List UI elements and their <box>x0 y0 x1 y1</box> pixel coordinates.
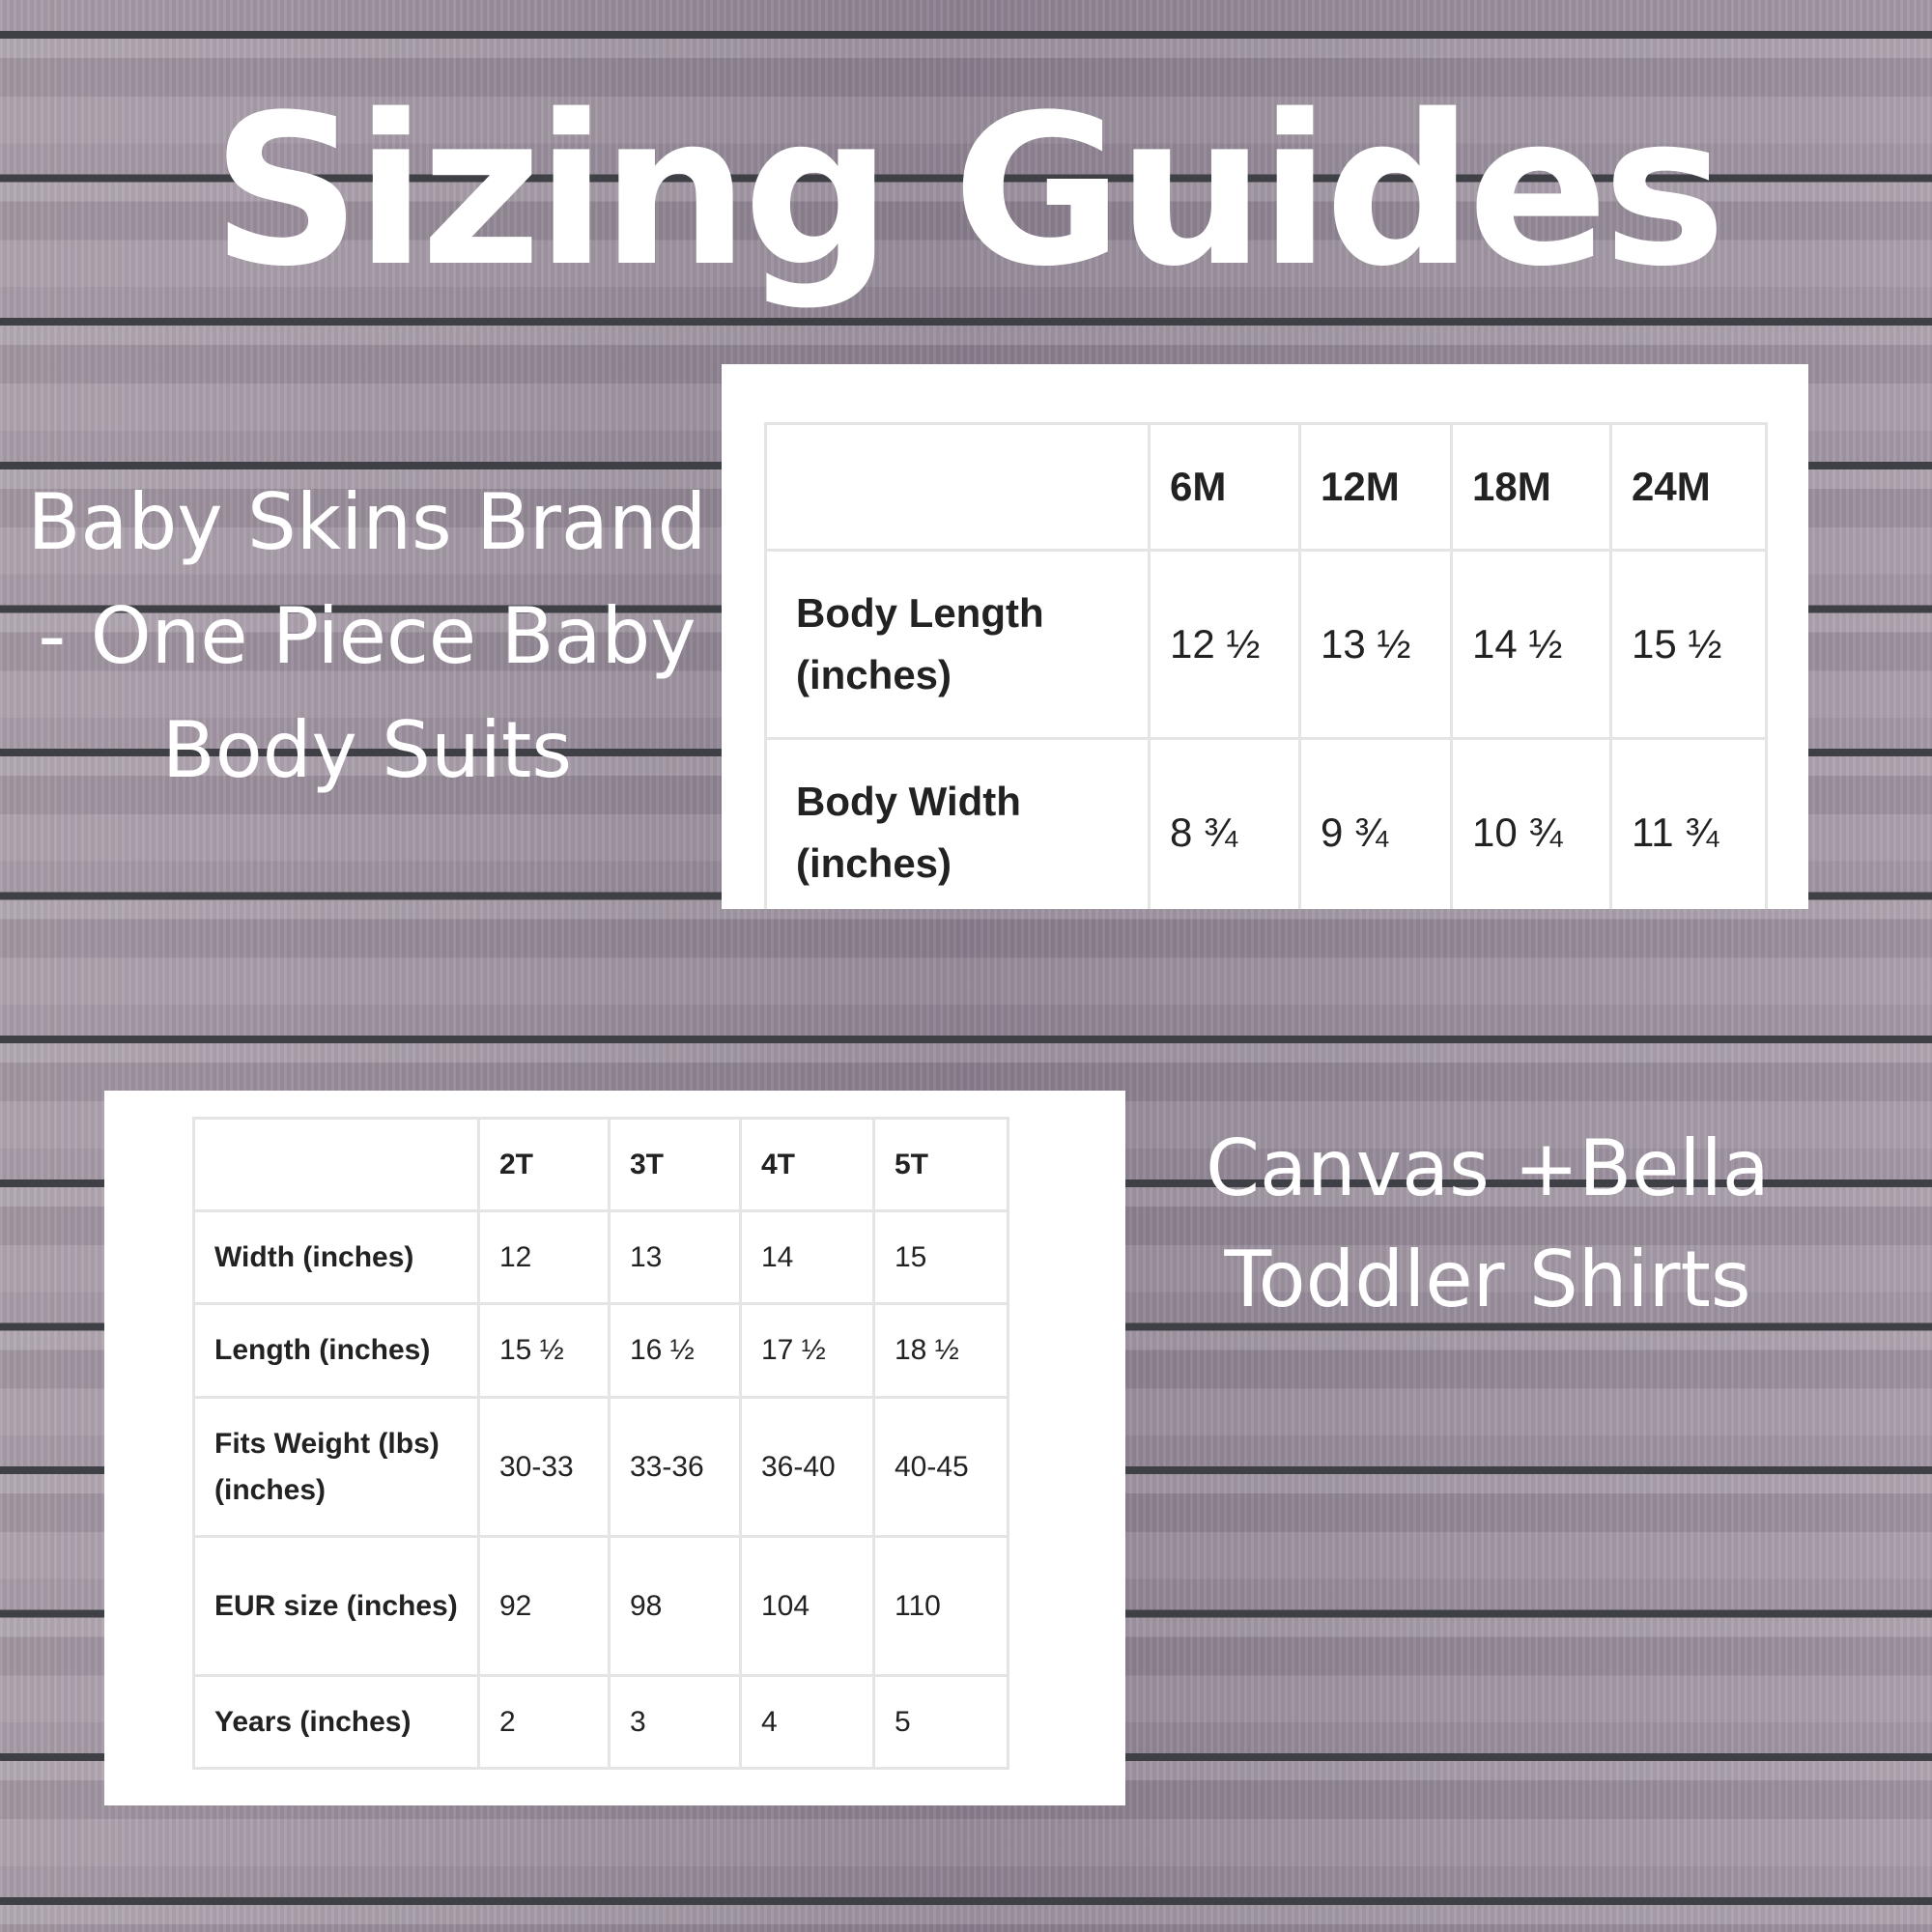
row-label: Length (inches) <box>192 1302 480 1399</box>
row-label: Body Length (inches) <box>764 549 1151 740</box>
table-cell: 30-33 <box>477 1396 611 1538</box>
table-cell: 2 <box>477 1674 611 1770</box>
table-cell: 11 ¾ <box>1609 737 1768 909</box>
table-header-row: 6M 12M 18M 24M <box>764 422 1768 552</box>
toddler-size-table: 2T 3T 4T 5T Width (inches) 12 13 14 15 L… <box>192 1117 1009 1770</box>
table-cell: 14 <box>739 1209 875 1305</box>
page-title: Sizing Guides <box>211 70 1726 312</box>
column-header <box>192 1117 480 1212</box>
table-cell: 92 <box>477 1535 611 1677</box>
table-cell: 110 <box>872 1535 1009 1677</box>
row-label: EUR size (inches) <box>192 1535 480 1677</box>
table-cell: 8 ¾ <box>1148 737 1301 909</box>
column-header: 24M <box>1609 422 1768 552</box>
table-cell: 10 ¾ <box>1450 737 1612 909</box>
table-cell: 4 <box>739 1674 875 1770</box>
table-cell: 17 ½ <box>739 1302 875 1399</box>
column-header: 2T <box>477 1117 611 1212</box>
row-label: Width (inches) <box>192 1209 480 1305</box>
column-header: 3T <box>608 1117 742 1212</box>
table-row: Body Length (inches) 12 ½ 13 ½ 14 ½ 15 ½ <box>764 549 1768 740</box>
table-cell: 3 <box>608 1674 742 1770</box>
table-row: Years (inches) 2 3 4 5 <box>192 1674 1009 1770</box>
baby-section-caption: Baby Skins Brand - One Piece Baby Body S… <box>27 477 707 795</box>
table-cell: 15 ½ <box>477 1302 611 1399</box>
table-cell: 9 ¾ <box>1298 737 1453 909</box>
table-cell: 5 <box>872 1674 1009 1770</box>
column-header: 5T <box>872 1117 1009 1212</box>
table-cell: 15 <box>872 1209 1009 1305</box>
table-cell: 12 <box>477 1209 611 1305</box>
table-cell: 40-45 <box>872 1396 1009 1538</box>
table-cell: 13 ½ <box>1298 549 1453 740</box>
table-cell: 36-40 <box>739 1396 875 1538</box>
baby-size-chart-panel: 6M 12M 18M 24M Body Length (inches) 12 ½… <box>722 364 1808 909</box>
table-cell: 18 ½ <box>872 1302 1009 1399</box>
row-label: Fits Weight (lbs) (inches) <box>192 1396 480 1538</box>
row-label: Years (inches) <box>192 1674 480 1770</box>
table-cell: 15 ½ <box>1609 549 1768 740</box>
column-header: 4T <box>739 1117 875 1212</box>
table-row: EUR size (inches) 92 98 104 110 <box>192 1535 1009 1677</box>
column-header: 12M <box>1298 422 1453 552</box>
table-row: Length (inches) 15 ½ 16 ½ 17 ½ 18 ½ <box>192 1302 1009 1399</box>
table-cell: 33-36 <box>608 1396 742 1538</box>
toddler-section-caption: Canvas +Bella Toddler Shirts <box>1206 1123 1770 1324</box>
row-label: Body Width (inches) <box>764 737 1151 909</box>
table-cell: 14 ½ <box>1450 549 1612 740</box>
table-row: Body Width (inches) 8 ¾ 9 ¾ 10 ¾ 11 ¾ <box>764 737 1768 909</box>
column-header: 6M <box>1148 422 1301 552</box>
table-cell: 12 ½ <box>1148 549 1301 740</box>
table-cell: 98 <box>608 1535 742 1677</box>
table-cell: 104 <box>739 1535 875 1677</box>
table-row: Width (inches) 12 13 14 15 <box>192 1209 1009 1305</box>
table-cell: 16 ½ <box>608 1302 742 1399</box>
column-header: 18M <box>1450 422 1612 552</box>
toddler-size-chart-panel: 2T 3T 4T 5T Width (inches) 12 13 14 15 L… <box>104 1091 1125 1805</box>
baby-size-table: 6M 12M 18M 24M Body Length (inches) 12 ½… <box>764 422 1768 909</box>
table-row: Fits Weight (lbs) (inches) 30-33 33-36 3… <box>192 1396 1009 1538</box>
table-header-row: 2T 3T 4T 5T <box>192 1117 1009 1212</box>
table-cell: 13 <box>608 1209 742 1305</box>
column-header <box>764 422 1151 552</box>
